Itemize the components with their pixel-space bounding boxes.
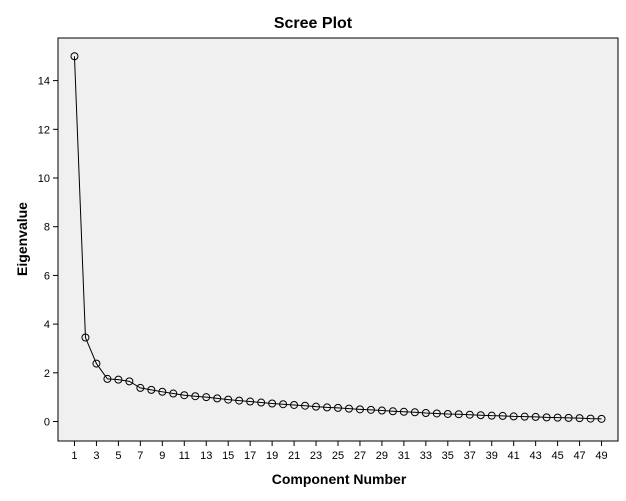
x-tick-label: 21 bbox=[288, 450, 300, 462]
y-axis-label: Eigenvalue bbox=[14, 202, 30, 276]
x-axis-label: Component Number bbox=[272, 471, 407, 487]
data-point-30 bbox=[388, 407, 397, 416]
x-tick-label: 39 bbox=[486, 450, 498, 462]
plot-area bbox=[57, 37, 619, 442]
data-point-26 bbox=[344, 404, 353, 413]
data-point-2 bbox=[81, 333, 90, 342]
data-point-40 bbox=[498, 411, 507, 420]
data-point-28 bbox=[366, 405, 375, 414]
data-point-33 bbox=[421, 408, 430, 417]
data-point-42 bbox=[520, 412, 529, 421]
data-point-4 bbox=[103, 374, 112, 383]
data-point-1 bbox=[70, 52, 79, 61]
series-eigenvalue bbox=[70, 52, 606, 423]
y-tick-label: 2 bbox=[44, 368, 50, 380]
data-point-36 bbox=[454, 410, 463, 419]
data-point-38 bbox=[476, 411, 485, 420]
data-point-21 bbox=[290, 400, 299, 409]
data-point-12 bbox=[191, 392, 200, 401]
data-point-46 bbox=[564, 413, 573, 422]
data-point-24 bbox=[323, 403, 332, 412]
data-point-41 bbox=[509, 412, 518, 421]
x-tick-label: 9 bbox=[159, 450, 165, 462]
data-point-7 bbox=[136, 383, 145, 392]
x-tick-label: 49 bbox=[595, 450, 607, 462]
data-point-14 bbox=[213, 394, 222, 403]
chart-title: Scree Plot bbox=[274, 15, 353, 32]
data-point-15 bbox=[224, 395, 233, 404]
data-point-3 bbox=[92, 359, 101, 368]
data-point-8 bbox=[147, 385, 156, 394]
x-tick-label: 13 bbox=[200, 450, 212, 462]
data-point-47 bbox=[575, 414, 584, 423]
data-point-45 bbox=[553, 413, 562, 422]
x-tick-label: 11 bbox=[179, 450, 190, 462]
y-tick-label: 6 bbox=[44, 270, 50, 282]
data-point-37 bbox=[465, 410, 474, 419]
x-tick-label: 45 bbox=[551, 450, 563, 462]
x-tick-label: 5 bbox=[115, 450, 121, 462]
data-point-35 bbox=[443, 409, 452, 418]
x-tick-label: 25 bbox=[332, 450, 344, 462]
x-tick-label: 47 bbox=[573, 450, 585, 462]
data-point-19 bbox=[268, 399, 277, 408]
data-point-23 bbox=[312, 402, 321, 411]
y-tick-label: 12 bbox=[38, 124, 50, 136]
x-tick-label: 1 bbox=[71, 450, 77, 462]
data-point-16 bbox=[235, 396, 244, 405]
eigenvalue-line bbox=[73, 56, 602, 420]
x-tick-label: 37 bbox=[464, 450, 476, 462]
data-point-44 bbox=[542, 413, 551, 422]
data-point-9 bbox=[158, 387, 167, 396]
y-tick-label: 8 bbox=[44, 222, 50, 234]
data-point-29 bbox=[377, 406, 386, 415]
data-point-20 bbox=[279, 400, 288, 409]
data-point-48 bbox=[586, 414, 595, 423]
y-tick-label: 10 bbox=[38, 173, 50, 185]
x-tick-label: 33 bbox=[420, 450, 432, 462]
x-tick-label: 29 bbox=[376, 450, 388, 462]
x-tick-label: 31 bbox=[398, 450, 410, 462]
x-tick-label: 27 bbox=[354, 450, 366, 462]
x-axis: 1 3 5 7 9 11 13 15 17 19 21 23 25 27 29 31 33 35 37 39 41 43 4… bbox=[71, 441, 608, 462]
data-point-39 bbox=[487, 411, 496, 420]
data-point-22 bbox=[301, 401, 310, 410]
data-point-18 bbox=[257, 398, 266, 407]
x-tick-label: 19 bbox=[266, 450, 278, 462]
data-point-6 bbox=[125, 377, 134, 386]
x-tick-label: 43 bbox=[530, 450, 542, 462]
x-tick-label: 23 bbox=[310, 450, 322, 462]
data-point-10 bbox=[169, 389, 178, 398]
data-point-13 bbox=[202, 393, 211, 402]
x-tick-label: 15 bbox=[222, 450, 234, 462]
data-point-27 bbox=[355, 405, 364, 414]
data-point-43 bbox=[531, 412, 540, 421]
data-point-32 bbox=[410, 408, 419, 417]
y-axis: 0 2 4 6 8 10 12 14 bbox=[38, 76, 58, 429]
data-point-34 bbox=[432, 409, 441, 418]
x-tick-label: 17 bbox=[244, 450, 256, 462]
x-tick-label: 41 bbox=[508, 450, 520, 462]
x-tick-label: 3 bbox=[93, 450, 99, 462]
data-point-17 bbox=[246, 397, 255, 406]
data-point-11 bbox=[180, 391, 189, 400]
y-tick-label: 4 bbox=[44, 319, 50, 331]
data-point-31 bbox=[399, 407, 408, 416]
data-point-49 bbox=[597, 414, 606, 423]
y-tick-label: 14 bbox=[38, 76, 50, 88]
y-tick-label: 0 bbox=[44, 417, 50, 429]
data-point-25 bbox=[334, 403, 342, 412]
data-point-5 bbox=[114, 375, 123, 384]
x-tick-label: 7 bbox=[137, 450, 143, 462]
x-tick-label: 35 bbox=[442, 450, 454, 462]
